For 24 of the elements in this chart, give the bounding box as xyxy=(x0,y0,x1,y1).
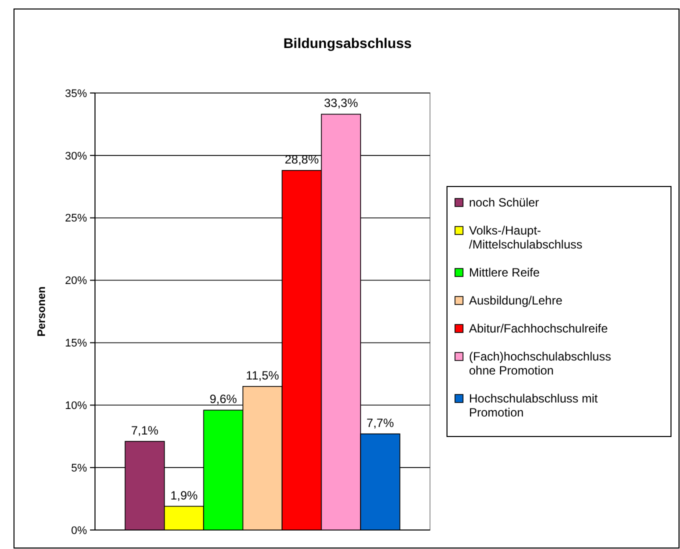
y-tick-label: 10% xyxy=(64,400,88,412)
y-tick-label: 5% xyxy=(71,462,88,474)
legend-label: Volks-/Haupt-/Mittelschulabschluss xyxy=(469,224,582,252)
data-label: 1,9% xyxy=(170,488,198,502)
data-label: 9,6% xyxy=(210,392,238,406)
y-tick-label: 25% xyxy=(64,212,88,225)
y-tick-label: 0% xyxy=(71,524,88,537)
data-label: 28,8% xyxy=(284,152,320,166)
legend-label: Ausbildung/Lehre xyxy=(469,294,563,308)
chart-title: Bildungsabschluss xyxy=(283,35,412,51)
y-axis-title: Personen xyxy=(36,286,48,337)
data-label: 33,3% xyxy=(324,96,358,110)
data-label: 11,5% xyxy=(246,368,280,382)
legend-label: noch Schüler xyxy=(469,196,540,210)
y-tick-label: 35% xyxy=(64,88,88,100)
y-tick-label: 20% xyxy=(64,275,88,288)
legend-label: Hochschulabschluss mit Promotion xyxy=(469,392,598,420)
legend-label: (Fach)hochschulabschluss ohne Promotion xyxy=(469,350,612,378)
data-label: 7,7% xyxy=(366,416,394,430)
legend-label: Abitur/Fachhochschulreife xyxy=(469,322,608,336)
data-label: 7,1% xyxy=(131,423,159,438)
y-tick-label: 15% xyxy=(64,338,88,350)
y-tick-label: 30% xyxy=(64,150,88,162)
legend-label: Mittlere Reife xyxy=(469,266,540,280)
